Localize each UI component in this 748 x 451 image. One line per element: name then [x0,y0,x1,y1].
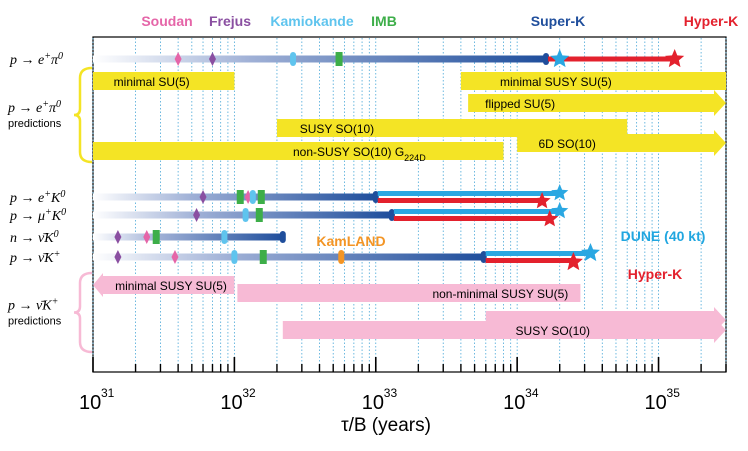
prediction-bar-label: SUSY SO(10) [516,324,590,338]
prediction-bracket [73,66,93,164]
channel-label: p → μ+K0 [9,207,66,225]
experiment-label: Frejus [209,13,251,29]
dune-label: DUNE (40 kt) [621,228,706,244]
hyperk-sensitivity-bar [548,56,675,62]
measured-limit-bar [93,211,392,219]
dune-sensitivity-bar [485,251,591,256]
prediction-bar [237,284,581,302]
limit-marker-oval [221,230,228,244]
x-tick-exponent: 31 [101,386,115,400]
limit-marker-rect [152,230,160,244]
hyperk-inline-label: Hyper-K [628,266,682,282]
channel-label: p → e+K0 [9,189,65,207]
limit-marker-oval [249,190,256,204]
dune-sensitivity-bar [393,209,560,214]
prediction-group-subtitle: predictions [8,316,62,328]
prediction-bar-label: minimal SUSY SU(5) [500,75,612,89]
limit-marker-diamond [199,190,207,204]
limit-marker-diamond [114,250,122,264]
superk-limit-cap [372,191,379,203]
prediction-group-subtitle: predictions [8,118,62,130]
superk-projection-star [550,49,570,68]
prediction-group-title: p → e+π0 [7,99,61,117]
prediction-bar-label: non-SUSY SO(10) G224D [293,145,426,163]
x-axis-label: τ/B (years) [341,415,431,436]
hyperk-projection-star [533,192,551,209]
limit-marker-rect [335,52,343,66]
channel-label: p → ν̄K+ [9,249,60,267]
dune-projection-star [581,243,600,262]
superk-limit-cap [388,209,395,221]
experiment-label: Soudan [141,13,192,29]
experiment-label: Kamiokande [270,13,353,29]
superk-projection-star [551,202,569,219]
superk-projection-star [551,184,569,201]
prediction-bar-label: 6D SO(10) [538,137,595,151]
limit-marker-rect [257,190,265,204]
measured-limit-bar [93,233,283,241]
experiment-label: IMB [371,13,397,29]
plot-frame [92,36,727,373]
prediction-bar [93,273,235,297]
prediction-bar [276,119,628,137]
x-tick-label: 10 [645,392,667,414]
prediction-bar [468,90,726,116]
x-tick-exponent: 33 [384,386,398,400]
prediction-bar [93,72,235,90]
channel-label: n → ν̄K0 [10,229,59,247]
kamland-label: KamLAND [316,233,385,249]
prediction-group-title: p → ν̄K+ [7,296,58,314]
limit-marker-oval [231,250,238,264]
hyperk-sensitivity-bar [377,198,543,203]
x-tick-label: 10 [362,392,384,414]
x-tick-exponent: 34 [525,386,539,400]
limit-marker-diamond [193,208,201,222]
prediction-bar-label: SUSY SO(10) [300,122,374,136]
limit-marker-diamond [114,230,122,244]
prediction-bar [93,142,504,160]
hyperk-projection-star [563,252,583,271]
limit-marker-oval [338,250,345,264]
limit-marker-diamond [171,250,179,264]
superk-limit-cap [480,251,487,263]
prediction-bracket [73,271,93,354]
prediction-bar-label: flipped SU(5) [485,97,555,111]
limit-marker-oval [290,52,297,66]
hyperk-sensitivity-bar [393,216,550,221]
prediction-bar [517,130,726,156]
x-tick-exponent: 35 [667,386,681,400]
limit-marker-diamond [143,230,151,244]
limit-marker-rect [236,190,244,204]
hyperk-sensitivity-bar [485,258,574,263]
experiment-label: Super-K [531,13,585,29]
channel-label: p → e+π0 [9,51,63,69]
limit-marker-diamond [208,52,216,66]
hyperk-projection-star [665,49,685,68]
prediction-bar-label: minimal SUSY SU(5) [115,279,227,293]
x-tick-exponent: 32 [242,386,256,400]
limit-marker-rect [259,250,267,264]
prediction-bar-label: minimal SU(5) [114,75,190,89]
experiment-label: Hyper-K [684,13,738,29]
prediction-bar-label: non-minimal SUSY SU(5) [432,287,568,301]
measured-limit-bar [93,193,376,201]
x-tick-label: 10 [79,392,101,414]
prediction-bar [282,317,726,343]
superk-limit-cap [279,231,286,243]
x-tick-label: 10 [220,392,242,414]
dune-sensitivity-bar [377,191,560,196]
superk-limit-cap [543,53,550,65]
prediction-bar [460,72,726,90]
measured-limit-bar [93,253,484,261]
limit-marker-oval [242,208,249,222]
limit-marker-rect [255,208,263,222]
hyperk-projection-star [541,210,559,227]
x-tick-label: 10 [503,392,525,414]
measured-limit-bar [93,55,547,63]
limit-marker-diamond [174,52,182,66]
